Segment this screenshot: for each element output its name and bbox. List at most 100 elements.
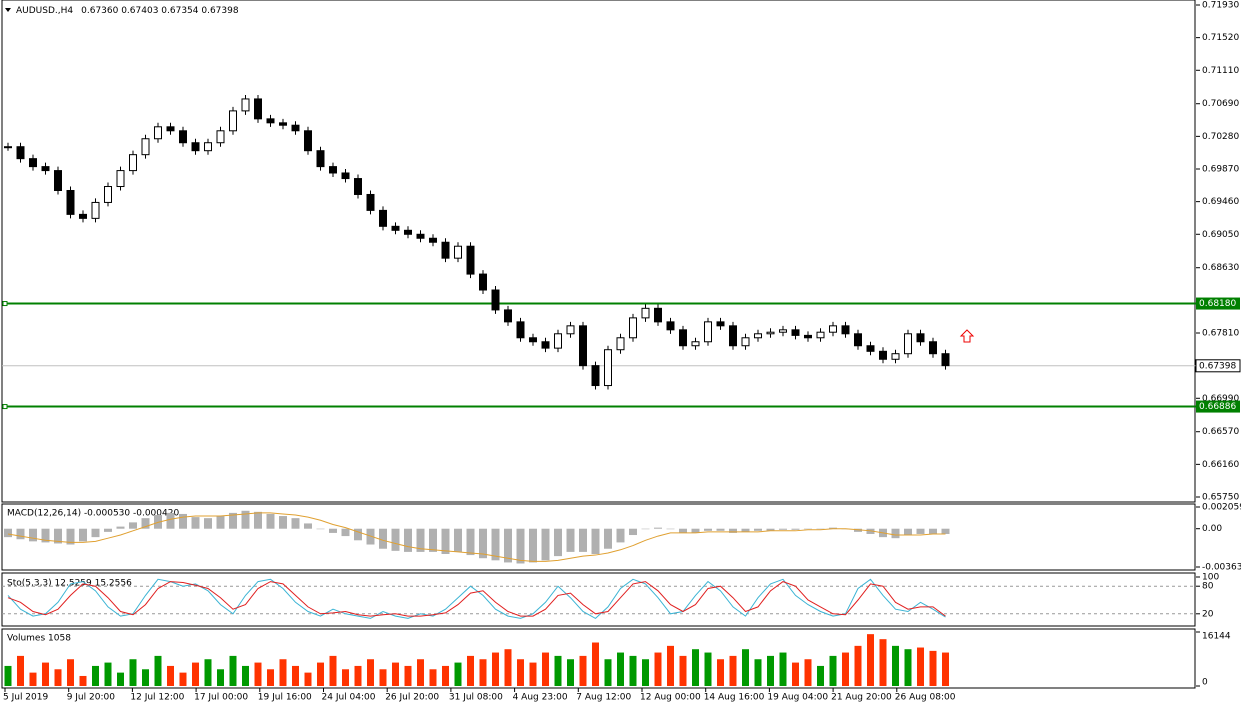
volume-bar	[442, 665, 449, 686]
volume-bar	[867, 634, 874, 686]
volume-bar	[54, 669, 62, 686]
x-tick-label: 19 Jul 16:00	[258, 693, 312, 703]
volume-bar	[404, 665, 412, 686]
level-box	[1196, 297, 1240, 310]
volume-bar	[79, 675, 87, 686]
candle-body	[891, 353, 900, 360]
macd-bar	[716, 528, 725, 531]
candle-body	[579, 325, 587, 367]
volume-bar	[529, 662, 537, 686]
volume-bar	[604, 659, 612, 686]
candle-body	[491, 289, 500, 311]
symbol: AUDUSD.,H4	[16, 6, 73, 16]
macd-bar	[791, 528, 800, 530]
macd-bar	[566, 528, 575, 552]
candle-body	[329, 166, 337, 174]
y-tick-label: 0.65750	[1202, 493, 1239, 503]
volume-bar	[217, 669, 224, 686]
candle-body	[304, 130, 312, 152]
volume-bar	[579, 655, 587, 686]
volume-bar	[67, 659, 74, 686]
macd-bar	[341, 528, 350, 537]
volume-bar	[542, 652, 549, 686]
y-tick-label: 0	[1202, 678, 1208, 688]
x-tick-label: 31 Jul 08:00	[449, 693, 503, 703]
volume-bar	[192, 662, 199, 686]
volume-bar	[454, 662, 462, 686]
x-tick-label: 19 Aug 04:00	[767, 693, 828, 703]
volume-bar	[642, 659, 649, 686]
macd-bar	[191, 517, 200, 529]
macd-bar	[416, 528, 425, 552]
price-panel	[1, 0, 1196, 503]
volume-bar	[17, 655, 24, 686]
volume-bar	[654, 652, 662, 686]
y-tick-label: 0.69870	[1202, 165, 1239, 175]
volume-bar	[767, 655, 774, 686]
volume-bar	[292, 665, 299, 686]
candle-body	[554, 333, 562, 349]
x-tick-label: 12 Jul 12:00	[130, 693, 184, 703]
candle-body	[191, 142, 200, 152]
level-handle	[2, 301, 8, 307]
macd-bar	[704, 528, 712, 531]
volume-bar	[792, 662, 799, 686]
macd-bar	[866, 528, 875, 534]
macd-bar	[54, 528, 62, 544]
candle-body	[316, 150, 325, 168]
candle-body	[4, 146, 12, 149]
volume-bar	[679, 655, 687, 686]
macd-bar	[454, 528, 462, 552]
x-tick-label: 9 Jul 20:00	[67, 693, 116, 703]
volume-bar	[4, 665, 12, 686]
macd-bar	[891, 528, 900, 539]
candle-body	[516, 321, 525, 339]
candle-body	[541, 341, 550, 349]
candle-body	[54, 170, 62, 191]
volume-bar	[904, 649, 912, 686]
volume-bar	[304, 672, 312, 686]
stoch-main	[7, 578, 946, 620]
volume-bar	[629, 655, 637, 686]
volume-bar	[467, 655, 474, 686]
stoch-label: Sto(5,3,3) 12.5259 15.2556	[7, 579, 132, 589]
candle-body	[941, 353, 950, 367]
volume-panel	[1, 628, 1196, 689]
macd-bar	[279, 516, 287, 529]
volume-bar	[129, 659, 137, 686]
candle-body	[504, 309, 512, 323]
y-tick-label: 0.00	[1202, 524, 1222, 534]
volume-bar	[942, 652, 949, 686]
volume-bar	[154, 655, 162, 686]
macd-bar	[254, 511, 262, 529]
volume-bar	[242, 665, 249, 686]
menu-arrow[interactable]	[5, 8, 11, 12]
volume-bar	[329, 655, 337, 686]
y-tick-label: 0.70690	[1202, 99, 1239, 109]
symbol-title: AUDUSD.,H4 0.67360 0.67403 0.67354 0.6739…	[16, 6, 239, 16]
candle-body	[41, 166, 50, 172]
y-tick-label: 0.71110	[1202, 66, 1239, 76]
stoch-panel	[1, 572, 1196, 627]
candle-body	[704, 321, 712, 343]
macd-bar	[16, 528, 25, 540]
candle-body	[379, 209, 387, 227]
volume-bar	[342, 669, 349, 686]
volume-bar	[29, 672, 37, 686]
candle-body	[854, 333, 862, 347]
candle-body	[79, 213, 87, 219]
current-price-label: 0.67398	[1199, 361, 1236, 371]
volume-bar	[279, 659, 287, 686]
macd-bar	[529, 528, 537, 563]
volume-bar	[704, 652, 712, 686]
y-tick-label: 0.66990	[1202, 394, 1239, 404]
buy-arrow[interactable]	[959, 329, 975, 343]
candle-body	[104, 186, 112, 203]
x-tick-label: 21 Aug 20:00	[831, 693, 892, 703]
candle-body	[479, 273, 487, 291]
candle-body	[729, 325, 737, 347]
macd-bar	[829, 527, 837, 529]
macd-bar	[654, 527, 662, 529]
volume-bar	[179, 672, 187, 686]
macd-bar	[629, 528, 637, 536]
